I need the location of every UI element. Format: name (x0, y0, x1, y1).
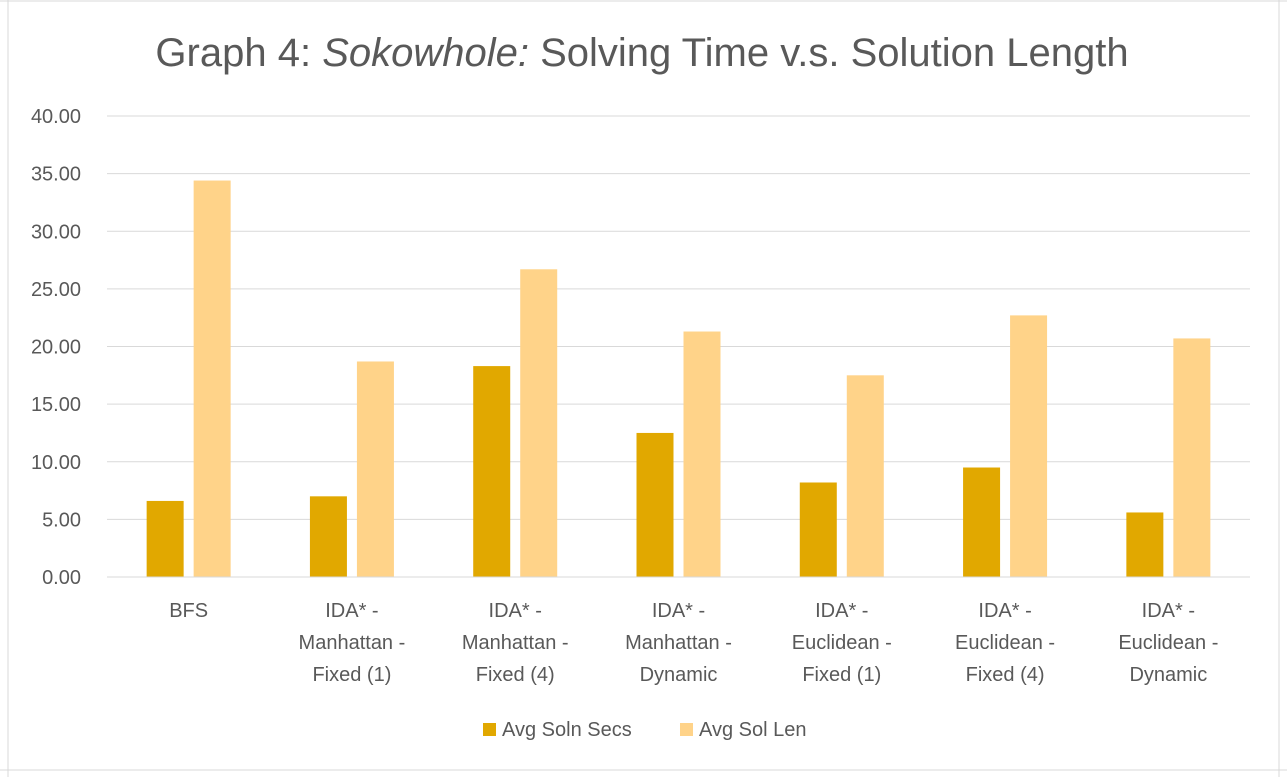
chart-title-prefix: Graph 4: (155, 31, 322, 75)
y-axis-tick-labels: 0.00 5.00 10.00 15.00 20.00 25.00 30.00 35.00 40… (31, 106, 81, 589)
x-category-label: IDA* - (652, 600, 705, 622)
x-category-label: Manhattan - (625, 632, 732, 654)
y-tick-label: 20.00 (31, 337, 81, 359)
chart-title-suffix: Solving Time v.s. Solution Length (529, 31, 1129, 75)
chart-title: Graph 4: Sokowhole: Solving Time v.s. So… (155, 31, 1128, 75)
x-category-label: Fixed (1) (802, 664, 881, 686)
x-category-label: Fixed (4) (476, 664, 555, 686)
y-tick-label: 15.00 (31, 394, 81, 416)
x-category-label: Dynamic (1129, 664, 1207, 686)
y-tick-label: 30.00 (31, 221, 81, 243)
x-category-label: Fixed (4) (966, 664, 1045, 686)
x-category-label: Manhattan - (462, 632, 569, 654)
y-tick-label: 40.00 (31, 106, 81, 128)
x-category-label: IDA* - (815, 600, 868, 622)
x-axis-category-labels: BFS IDA* - Manhattan - Fixed (1) IDA* - Manha… (169, 600, 1218, 686)
bar (636, 432, 674, 577)
x-category-label: IDA* - (1142, 600, 1195, 622)
y-tick-label: 35.00 (31, 164, 81, 186)
chart-title-italic: Sokowhole: (322, 31, 529, 75)
x-category-label: Euclidean - (1118, 632, 1218, 654)
gridlines (107, 115, 1250, 520)
y-tick-label: 0.00 (42, 567, 81, 589)
x-category-label: Manhattan - (299, 632, 406, 654)
bar (846, 375, 884, 577)
bar (683, 331, 721, 577)
bar (1173, 338, 1211, 577)
bar (473, 366, 511, 577)
legend-swatch (483, 723, 496, 736)
bar (193, 180, 231, 578)
bar (309, 496, 347, 577)
legend: Avg Soln Secs Avg Sol Len (483, 719, 807, 741)
x-category-label: Euclidean - (955, 632, 1055, 654)
x-category-label: Fixed (1) (312, 664, 391, 686)
x-category-label: IDA* - (489, 600, 542, 622)
bar (356, 361, 394, 577)
bar (520, 269, 558, 577)
bar (963, 467, 1001, 577)
legend-label: Avg Sol Len (699, 719, 807, 741)
legend-swatch (680, 723, 693, 736)
bars (146, 180, 1211, 578)
bar (799, 482, 837, 577)
bar (1010, 315, 1048, 577)
y-tick-label: 10.00 (31, 452, 81, 474)
x-category-label: IDA* - (325, 600, 378, 622)
y-tick-label: 25.00 (31, 279, 81, 301)
x-category-label: Dynamic (640, 664, 718, 686)
legend-label: Avg Soln Secs (502, 719, 632, 741)
bar (1126, 512, 1164, 577)
x-category-label: IDA* - (978, 600, 1031, 622)
y-tick-label: 5.00 (42, 509, 81, 531)
x-category-label: BFS (169, 600, 208, 622)
bar (146, 500, 184, 577)
x-category-label: Euclidean - (792, 632, 892, 654)
